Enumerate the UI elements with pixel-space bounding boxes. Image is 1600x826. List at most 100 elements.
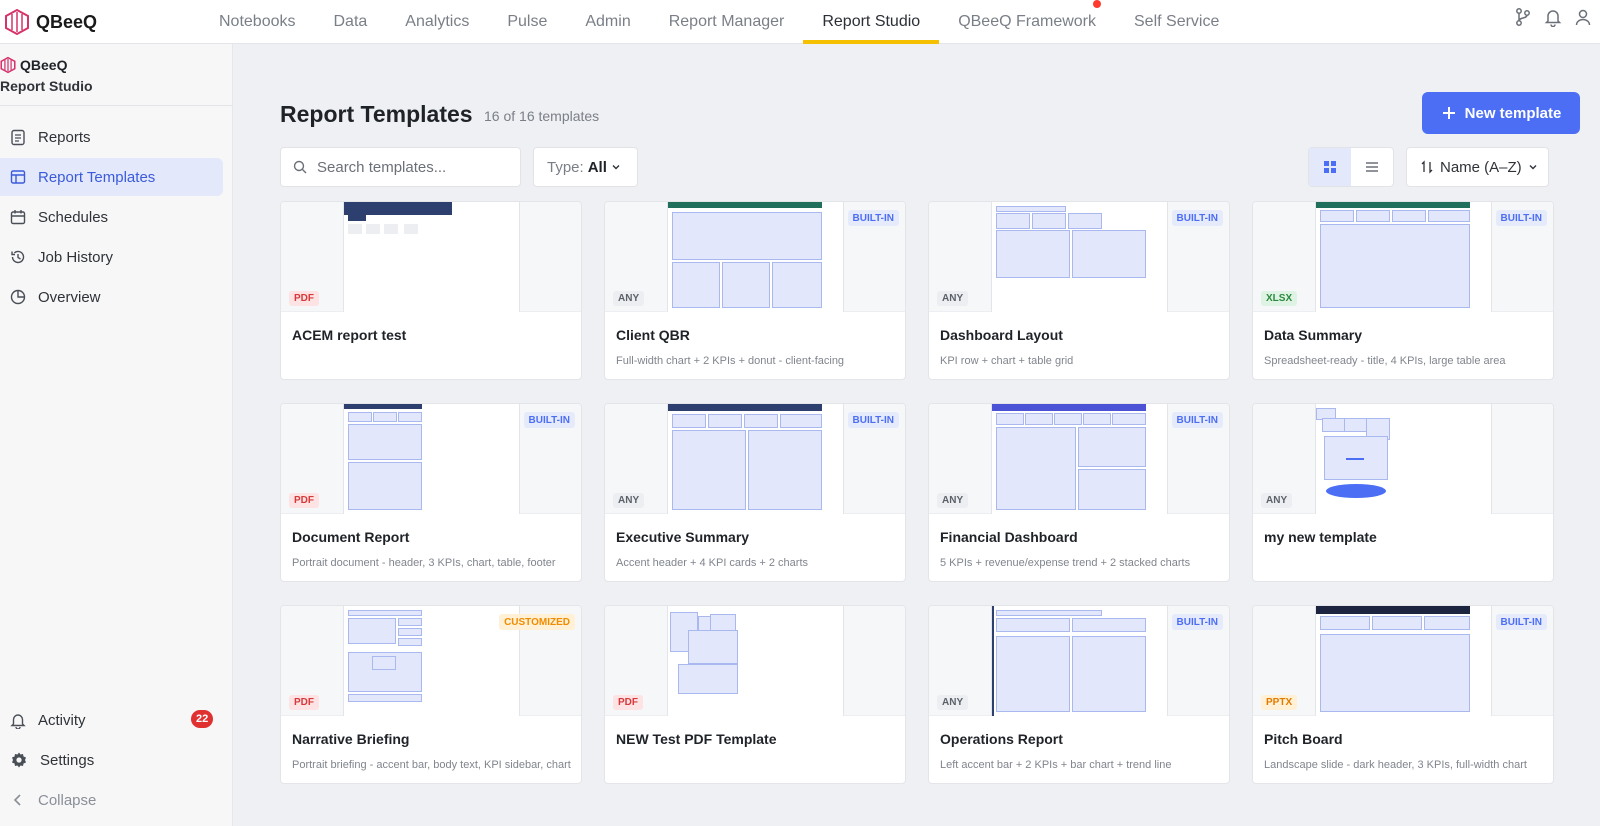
bell-icon[interactable]: [1542, 6, 1564, 28]
template-description: Spreadsheet-ready - title, 4 KPIs, large…: [1264, 355, 1506, 367]
view-toggle: [1308, 147, 1394, 187]
format-badge: PDF: [289, 291, 319, 306]
calendar-icon: [10, 210, 26, 225]
sidebar-item-overview[interactable]: Overview: [0, 278, 223, 316]
template-thumbnail: BUILT-IN PDF: [281, 404, 581, 514]
sidebar-item-reports[interactable]: Reports: [0, 118, 223, 156]
template-description: Accent header + 4 KPI cards + 2 charts: [616, 557, 808, 569]
sidebar-bottom: Activity 22 Settings Collapse: [0, 700, 233, 820]
template-card[interactable]: BUILT-IN ANY Client QBR Full-width chart…: [604, 201, 906, 380]
user-icon[interactable]: [1572, 6, 1594, 28]
type-filter-label: Type:: [547, 158, 584, 176]
template-name: Dashboard Layout: [940, 327, 1063, 343]
template-thumbnail: PDF: [605, 606, 905, 716]
search-box: [280, 147, 521, 187]
template-card[interactable]: BUILT-IN ANY Financial Dashboard 5 KPIs …: [928, 403, 1230, 582]
template-card[interactable]: ANY my new template: [1252, 403, 1554, 582]
sidebar-item-label: Job History: [38, 248, 114, 266]
format-badge: ANY: [937, 695, 969, 710]
sidebar-item-label: Overview: [38, 288, 101, 306]
activity-count-badge: 22: [191, 710, 214, 728]
format-badge: ANY: [1261, 493, 1293, 508]
sidebar-item-label: Activity: [38, 711, 86, 729]
template-thumbnail: BUILT-IN XLSX: [1253, 202, 1553, 312]
sidebar-item-schedules[interactable]: Schedules: [0, 198, 223, 236]
template-card[interactable]: PDF NEW Test PDF Template: [604, 605, 906, 784]
built-in-tag: BUILT-IN: [523, 412, 575, 428]
nav-tab-analytics[interactable]: Analytics: [386, 0, 488, 44]
nav-tab-label: Data: [333, 13, 368, 30]
sidebar-brand: QBeeQ Report Studio: [0, 56, 93, 94]
format-badge: XLSX: [1261, 291, 1298, 306]
chevron-down-icon: [1529, 165, 1537, 170]
nav-tab-label: QBeeQ Framework: [958, 13, 1096, 30]
brand-name: QBeeQ: [36, 11, 98, 32]
template-description: Portrait document - header, 3 KPIs, char…: [292, 557, 556, 569]
grid-view-button[interactable]: [1309, 148, 1351, 186]
nav-tab-label: Self Service: [1134, 13, 1220, 30]
template-description: Landscape slide - dark header, 3 KPIs, f…: [1264, 759, 1527, 771]
template-description: 5 KPIs + revenue/expense trend + 2 stack…: [940, 557, 1191, 569]
page-title: Report Templates: [280, 101, 473, 127]
customized-tag: CUSTOMIZED: [499, 614, 575, 630]
sidebar-item-job-history[interactable]: Job History: [0, 238, 223, 276]
format-badge: PDF: [289, 493, 319, 508]
nav-tab-report-manager[interactable]: Report Manager: [650, 0, 804, 44]
top-navigation: QBeeQ Notebooks Data Analytics Pulse Adm…: [0, 0, 1600, 44]
sort-dropdown[interactable]: Name (A–Z): [1406, 147, 1549, 187]
template-name: Operations Report: [940, 731, 1063, 747]
template-card[interactable]: BUILT-IN XLSX Data Summary Spreadsheet-r…: [1252, 201, 1554, 380]
sidebar-subtitle: Report Studio: [0, 78, 93, 94]
template-name: NEW Test PDF Template: [616, 731, 777, 747]
template-card[interactable]: BUILT-IN ANY Executive Summary Accent he…: [604, 403, 906, 582]
template-thumbnail: BUILT-IN ANY: [929, 202, 1229, 312]
template-card[interactable]: CUSTOMIZED PDF Narrative Briefing Portra…: [280, 605, 582, 784]
sidebar-item-report-templates[interactable]: Report Templates: [0, 158, 223, 196]
format-badge: PDF: [613, 695, 643, 710]
template-card[interactable]: BUILT-IN ANY Dashboard Layout KPI row + …: [928, 201, 1230, 380]
branch-icon[interactable]: [1512, 6, 1534, 28]
format-badge: PPTX: [1261, 695, 1298, 710]
nav-tab-qbeeq-framework[interactable]: QBeeQ Framework: [939, 0, 1115, 44]
template-name: my new template: [1264, 529, 1377, 545]
list-view-button[interactable]: [1351, 148, 1393, 186]
template-card[interactable]: BUILT-IN PDF Document Report Portrait do…: [280, 403, 582, 582]
format-badge: ANY: [937, 291, 969, 306]
document-icon: [11, 129, 25, 145]
template-thumbnail: BUILT-IN ANY: [929, 404, 1229, 514]
template-card[interactable]: BUILT-IN ANY Operations Report Left acce…: [928, 605, 1230, 784]
format-badge: ANY: [937, 493, 969, 508]
template-name: Executive Summary: [616, 529, 750, 545]
template-card[interactable]: PDF ACEM report test: [280, 201, 582, 380]
app-logo[interactable]: QBeeQ: [4, 5, 97, 39]
nav-tab-notebooks[interactable]: Notebooks: [200, 0, 315, 44]
nav-tab-label: Admin: [585, 13, 631, 30]
sidebar-item-settings[interactable]: Settings: [0, 740, 233, 780]
nav-tab-self-service[interactable]: Self Service: [1115, 0, 1238, 44]
type-filter-dropdown[interactable]: Type: All: [533, 147, 638, 187]
template-card[interactable]: BUILT-IN PPTX Pitch Board Landscape slid…: [1252, 605, 1554, 784]
template-name: Financial Dashboard: [940, 529, 1078, 545]
template-thumbnail: BUILT-IN ANY: [929, 606, 1229, 716]
sidebar-menu: Reports Report Templates Schedules Job H…: [0, 118, 233, 318]
nav-tab-label: Report Studio: [822, 13, 921, 30]
new-template-button[interactable]: New template: [1422, 92, 1580, 134]
sidebar: QBeeQ Report Studio Reports Report Templ…: [0, 44, 233, 826]
format-badge: ANY: [613, 291, 645, 306]
built-in-tag: BUILT-IN: [847, 210, 899, 226]
format-badge: PDF: [289, 695, 319, 710]
divider: [0, 105, 232, 106]
nav-tab-data[interactable]: Data: [315, 0, 387, 44]
qbeeq-logo-icon: [5, 8, 29, 36]
sidebar-item-activity[interactable]: Activity 22: [0, 700, 233, 740]
sidebar-collapse-button[interactable]: Collapse: [0, 780, 233, 820]
built-in-tag: BUILT-IN: [1171, 210, 1223, 226]
search-input[interactable]: [317, 158, 507, 176]
built-in-tag: BUILT-IN: [1171, 412, 1223, 428]
sidebar-item-label: Collapse: [38, 791, 97, 809]
nav-tab-pulse[interactable]: Pulse: [488, 0, 566, 44]
nav-tab-admin[interactable]: Admin: [566, 0, 649, 44]
nav-tabs: Notebooks Data Analytics Pulse Admin Rep…: [200, 0, 1238, 44]
template-thumbnail: CUSTOMIZED PDF: [281, 606, 581, 716]
nav-tab-report-studio[interactable]: Report Studio: [803, 0, 940, 44]
